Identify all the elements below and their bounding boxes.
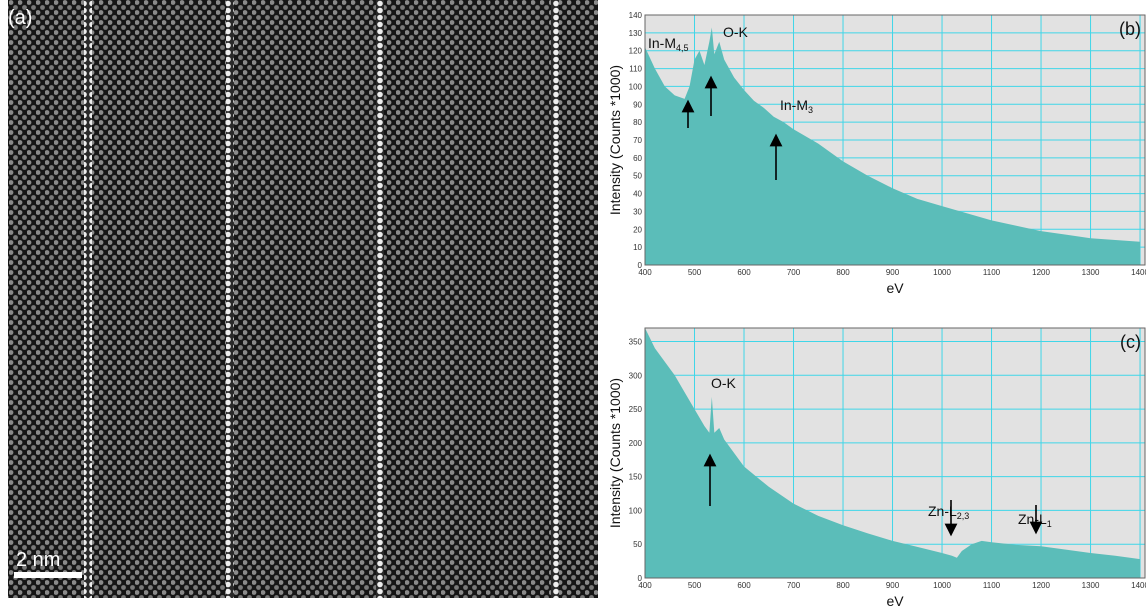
annotation-text: Zn-L — [1018, 511, 1047, 527]
annotation-text: In-M — [780, 97, 808, 113]
y-tick-label: 50 — [633, 172, 642, 181]
annotation-subscript: 1 — [1047, 519, 1052, 529]
x-tick-label: 1300 — [1082, 581, 1100, 590]
panel-label: (b) — [1119, 19, 1141, 39]
bright-column — [84, 0, 92, 598]
x-axis-title: eV — [886, 593, 904, 609]
x-tick-label: 600 — [737, 581, 751, 590]
x-tick-label: 900 — [886, 581, 900, 590]
bright-column — [226, 0, 234, 598]
x-axis-title: eV — [886, 280, 904, 296]
x-tick-label: 600 — [737, 268, 751, 277]
y-tick-label: 250 — [629, 405, 643, 414]
annotation-text: In-M — [648, 35, 676, 51]
x-tick-label: 1100 — [983, 268, 1001, 277]
x-tick-label: 1200 — [1032, 268, 1050, 277]
annotation-subscript: 2,3 — [957, 511, 970, 521]
x-tick-label: 700 — [787, 581, 801, 590]
annotation: O-K — [711, 375, 737, 391]
y-tick-label: 20 — [633, 225, 642, 234]
page: {"image": {"panel_label": "(a)", "scale_… — [0, 0, 1146, 615]
y-axis-title: Intensity (Counts *1000) — [607, 65, 623, 215]
annotation-text: O-K — [723, 24, 749, 40]
y-tick-label: 130 — [629, 29, 643, 38]
x-tick-label: 500 — [688, 268, 702, 277]
x-tick-label: 1000 — [933, 581, 951, 590]
panel-label: (a) — [8, 7, 32, 29]
y-tick-label: 150 — [629, 473, 643, 482]
annotation: Zn-L1 — [1018, 511, 1052, 529]
y-tick-label: 350 — [629, 338, 643, 347]
x-tick-label: 800 — [836, 268, 850, 277]
y-tick-label: 200 — [629, 439, 643, 448]
y-tick-label: 100 — [629, 506, 643, 515]
y-tick-label: 30 — [633, 207, 642, 216]
y-tick-label: 70 — [633, 136, 642, 145]
bright-column — [376, 0, 384, 598]
x-tick-label: 1200 — [1032, 581, 1050, 590]
y-tick-label: 80 — [633, 118, 642, 127]
scale-bar — [14, 572, 82, 578]
y-tick-label: 300 — [629, 371, 643, 380]
x-tick-label: 700 — [787, 268, 801, 277]
y-tick-label: 40 — [633, 190, 642, 199]
lattice — [8, 0, 598, 598]
y-tick-label: 0 — [638, 261, 643, 270]
x-tick-label: 1000 — [933, 268, 951, 277]
y-tick-label: 140 — [629, 11, 643, 20]
y-tick-label: 110 — [629, 65, 642, 74]
y-tick-label: 0 — [638, 574, 643, 583]
y-tick-label: 50 — [633, 540, 642, 549]
annotation-text: Zn-L — [928, 503, 957, 519]
annotation-text: O-K — [711, 375, 737, 391]
stem-image: (a) 2 nm — [8, 0, 598, 598]
bright-column — [551, 0, 559, 598]
x-tick-label: 800 — [836, 581, 850, 590]
x-tick-label: 900 — [886, 268, 900, 277]
x-tick-label: 500 — [688, 581, 702, 590]
x-tick-label: 1100 — [983, 581, 1001, 590]
annotation: O-K — [723, 24, 749, 40]
annotation-subscript: 3 — [808, 105, 813, 115]
y-axis-title: Intensity (Counts *1000) — [607, 378, 623, 528]
x-tick-label: 1300 — [1082, 268, 1100, 277]
y-tick-label: 100 — [629, 82, 643, 91]
panel-label: (c) — [1120, 332, 1141, 352]
scale-bar-label: 2 nm — [16, 549, 60, 571]
annotation-subscript: 4,5 — [676, 43, 689, 53]
y-tick-label: 120 — [629, 47, 643, 56]
y-tick-label: 60 — [633, 154, 642, 163]
figure: (a) 2 nm 4005006007008009001000110012001… — [0, 0, 1146, 615]
y-tick-label: 10 — [633, 243, 642, 252]
y-tick-label: 90 — [633, 100, 642, 109]
